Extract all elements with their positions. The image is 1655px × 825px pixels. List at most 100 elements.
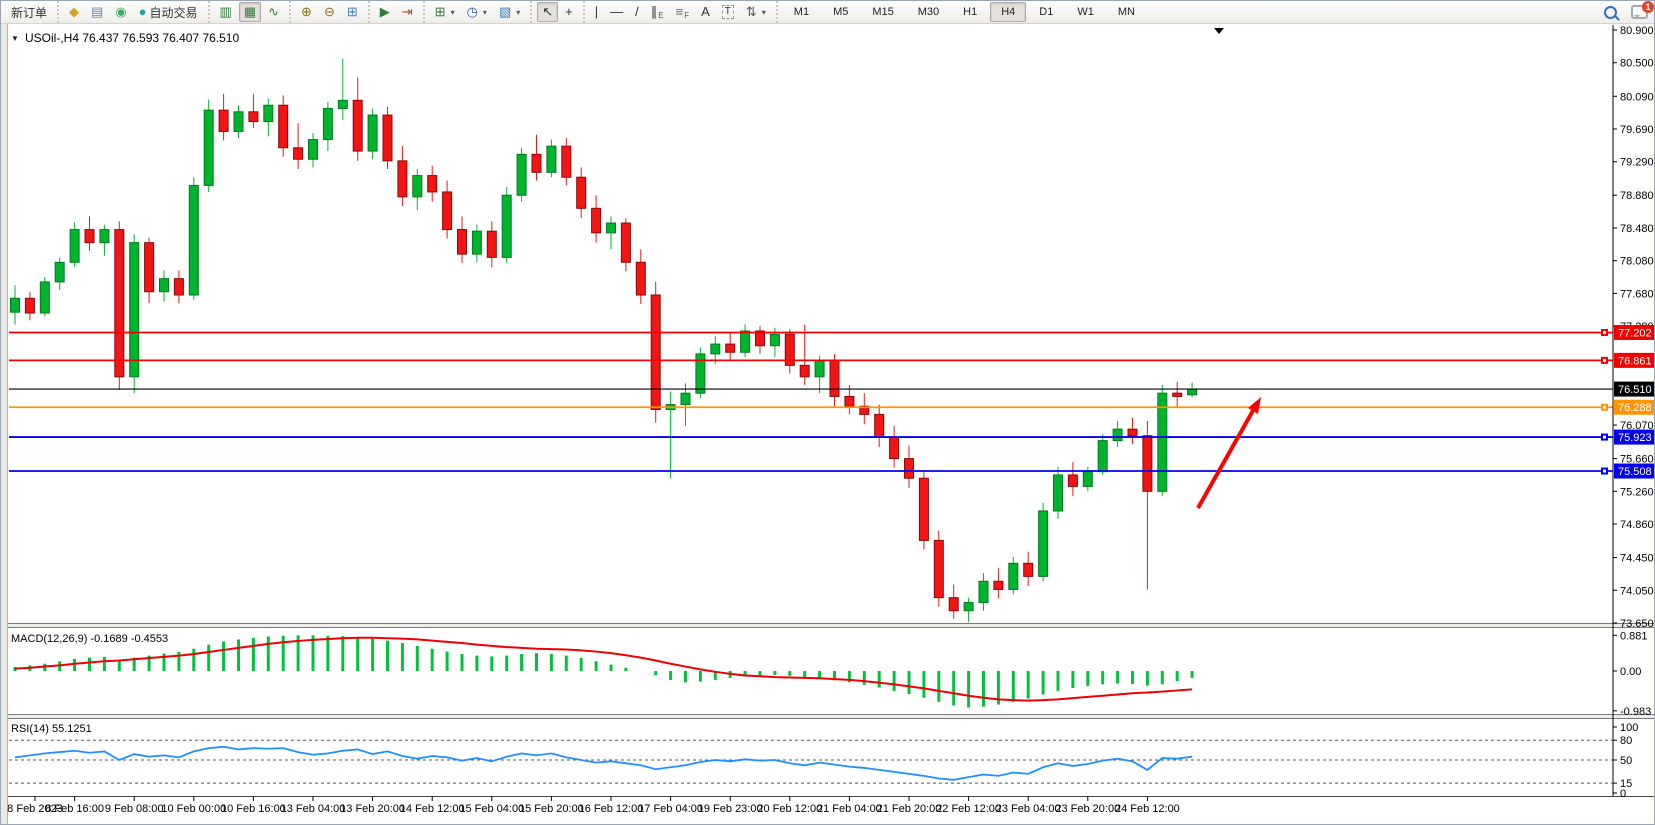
autotrading-button-label: 自动交易 [149, 5, 198, 20]
navigator-icon[interactable]: ◉ [110, 2, 131, 22]
dropdown-arrow-icon[interactable]: ▾ [516, 7, 521, 17]
tf-mn-button[interactable]: MN [1107, 2, 1146, 22]
candle-body [24, 297, 35, 314]
dropdown-arrow-icon[interactable]: ▾ [450, 7, 455, 17]
chart-shift-marker-icon[interactable] [1214, 28, 1224, 34]
toolbar-group: ↖ + [530, 1, 583, 23]
horizontal-line-button[interactable]: — [605, 2, 628, 22]
icon-sub-label: F [684, 11, 690, 20]
chart-canvas[interactable]: 80.900 80.500 80.090 79.690 79.290 78.880 78.4… [1, 23, 1655, 825]
tf-m15-button-label: M15 [872, 6, 894, 18]
tf-m5-button[interactable]: M5 [822, 2, 859, 22]
candle-body [442, 191, 453, 231]
market-watch-icon-icon: ◆ [69, 4, 80, 19]
candle-body [1023, 562, 1034, 577]
zoom-out-button[interactable]: ⊖ [319, 2, 340, 22]
toolbar-group: ⊞ ▾ ◷ ▾ ▧ ▾ [422, 1, 531, 23]
price-tick-label: 78.080 [1620, 256, 1654, 268]
price-tick-label: 74.450 [1620, 553, 1654, 565]
candle-body [278, 104, 289, 149]
arrows-icon: ⇅ [745, 4, 757, 19]
dropdown-arrow-icon[interactable]: ▾ [482, 7, 487, 17]
price-tick-label: 78.480 [1620, 223, 1654, 235]
candle-body [1172, 392, 1183, 397]
cursor-button[interactable]: ↖ [537, 2, 559, 22]
price-tick-label: 74.860 [1620, 519, 1654, 531]
candle-body [1187, 388, 1198, 396]
tf-m15-button[interactable]: M15 [861, 2, 904, 22]
fibonacci-button[interactable]: ≡ F [671, 2, 694, 22]
price-badges: 77.202 76.861 76.510 76.288 75.923 75.508 [1614, 324, 1654, 479]
line-chart-button[interactable]: ∿ [263, 2, 284, 22]
new-chart-button[interactable]: ⊞ ▾ [430, 2, 460, 22]
new-order-button-label: 新订单 [11, 5, 48, 20]
data-window-icon[interactable]: ▤ [86, 2, 108, 22]
arrows-button[interactable]: ⇅ ▾ [741, 2, 771, 22]
price-tick-label: 79.290 [1620, 157, 1654, 169]
tf-h4-button-label: H4 [1001, 6, 1016, 18]
toolbar-group: | — / ∥ E ≡ F A T ⇅ ▾ [582, 1, 776, 23]
zoom-in-button[interactable]: ⊕ [296, 2, 317, 22]
candlestick-chart-button[interactable]: ▦ [238, 2, 262, 22]
candle-body [412, 175, 423, 198]
market-watch-icon[interactable]: ◆ [64, 2, 84, 22]
price-axis[interactable]: 80.900 80.500 80.090 79.690 79.290 78.880 78.4… [1612, 25, 1654, 797]
time-tick-label: 23 Feb 04:00 [996, 803, 1061, 815]
templates-button[interactable]: ▧ ▾ [494, 2, 525, 22]
search-icon[interactable] [1604, 5, 1617, 19]
candle-body [1127, 428, 1138, 437]
resistance-line-1-badge-label: 77.202 [1618, 327, 1652, 339]
chat-icon[interactable]: 1 [1631, 1, 1654, 19]
time-tick-label: 21 Feb 04:00 [817, 803, 882, 815]
dropdown-arrow-icon[interactable]: ▾ [761, 7, 766, 17]
tf-w1-button-label: W1 [1077, 6, 1094, 18]
support-line-1-badge-label: 75.923 [1618, 432, 1652, 444]
tf-m30-button-label: M30 [917, 6, 940, 18]
candle-body [769, 333, 780, 347]
candle-body [635, 261, 646, 296]
equidistant-channel-button[interactable]: ∥ E [646, 2, 669, 22]
candle-body [1097, 440, 1108, 473]
toolbar-group: ▥ ▦ ∿ [207, 1, 290, 23]
autotrading-button[interactable]: ● 自动交易 [134, 2, 203, 22]
trendline-icon: / [635, 4, 639, 19]
text-button[interactable]: A [696, 2, 715, 22]
new-chart-icon: ⊞ [434, 4, 446, 19]
candle-body [218, 109, 229, 132]
arrow-shaft[interactable] [1196, 406, 1257, 509]
candle-body [84, 229, 95, 244]
new-order-button[interactable]: 新订单 [6, 2, 52, 22]
candle-body [606, 222, 616, 234]
candle-body [367, 114, 378, 152]
chart-expander-icon[interactable]: ▼ [11, 34, 19, 43]
tf-m1-button[interactable]: M1 [783, 2, 820, 22]
candle-body [591, 207, 602, 234]
crosshair-button[interactable]: + [560, 2, 578, 22]
chart-shift-button[interactable]: ⇥ [397, 2, 418, 22]
time-tick-label: 22 Feb 12:00 [936, 803, 1001, 815]
time-tick-label: 13 Feb 20:00 [340, 803, 405, 815]
tf-w1-button[interactable]: W1 [1066, 2, 1105, 22]
tf-d1-button[interactable]: D1 [1028, 2, 1064, 22]
tile-windows-button[interactable]: ⊞ [342, 2, 363, 22]
text-label-button[interactable]: T [717, 2, 739, 22]
timeframes-menu-button[interactable]: ◷ ▾ [462, 2, 492, 22]
tf-m30-button[interactable]: M30 [907, 2, 950, 22]
tf-h1-button[interactable]: H1 [952, 2, 988, 22]
candle-body [69, 229, 80, 263]
candle-body [740, 330, 751, 353]
candle-body [576, 176, 587, 209]
tf-h4-button[interactable]: H4 [990, 2, 1027, 22]
tf-d1-button-label: D1 [1039, 6, 1054, 18]
bar-chart-button[interactable]: ▥ [215, 2, 237, 22]
crosshair-icon: + [565, 4, 573, 19]
auto-scroll-button[interactable]: ▶ [375, 2, 395, 22]
price-tick-label: 80.090 [1620, 91, 1654, 103]
vertical-line-button[interactable]: | [590, 2, 603, 22]
candle-body [1157, 392, 1168, 492]
annotation-arrow[interactable] [1196, 397, 1261, 509]
toolbar-group: 新订单 [1, 1, 57, 23]
trendline-button[interactable]: / [630, 2, 644, 22]
